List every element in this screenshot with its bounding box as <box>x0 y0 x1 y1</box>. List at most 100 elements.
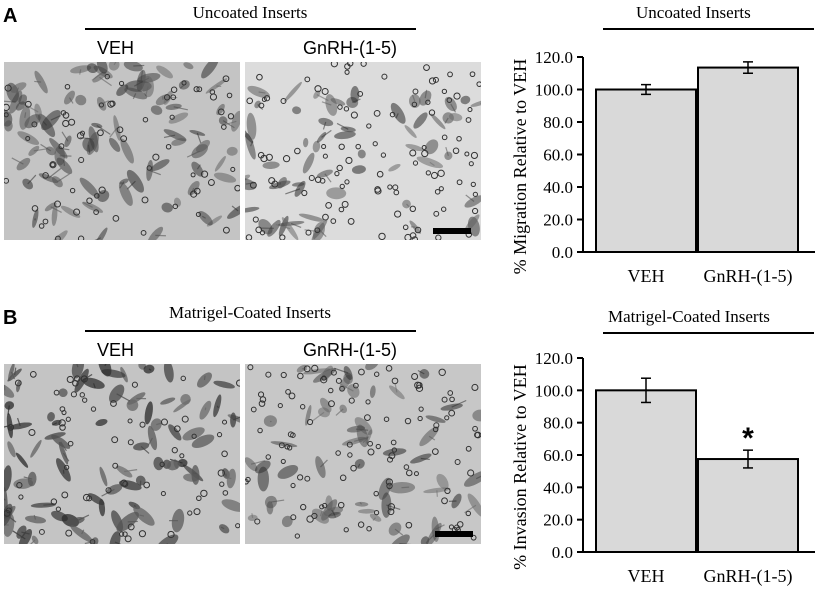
cell-body <box>325 94 338 116</box>
cell-body <box>56 458 71 482</box>
cell-body <box>266 501 274 515</box>
cell-process <box>394 528 404 536</box>
membrane-pore <box>58 419 66 427</box>
membrane-pore <box>70 391 77 398</box>
membrane-pore <box>142 116 149 123</box>
cell-body <box>82 377 105 389</box>
cell-body <box>47 412 55 422</box>
cell-body <box>177 458 188 468</box>
cell-process <box>406 203 410 207</box>
membrane-pore <box>160 491 166 497</box>
micrograph-veh-uncoated <box>4 62 240 240</box>
cell-body <box>191 434 215 448</box>
membrane-pore <box>61 491 69 499</box>
membrane-pore <box>7 423 15 431</box>
cell-body <box>298 213 325 222</box>
membrane-pore <box>308 174 315 182</box>
membrane-pore <box>50 162 56 168</box>
membrane-pore <box>193 86 200 93</box>
membrane-pore <box>31 205 39 212</box>
membrane-pore <box>433 422 440 429</box>
image-label-veh-b: VEH <box>97 340 135 360</box>
cell-process <box>132 93 137 100</box>
cell-body <box>213 394 222 418</box>
cell-body <box>133 506 155 526</box>
cell-body <box>315 456 326 479</box>
membrane-pore <box>339 183 345 190</box>
membrane-pore <box>38 223 45 229</box>
cell-process <box>196 164 201 170</box>
membrane-pore <box>112 462 119 469</box>
cell-process <box>203 375 206 381</box>
cell-process <box>319 510 323 517</box>
membrane-pore <box>18 494 24 500</box>
cell-process <box>33 148 48 152</box>
cell-body <box>245 457 258 472</box>
cell-body <box>86 63 98 74</box>
membrane-pore <box>94 193 100 199</box>
cell-body <box>147 425 158 451</box>
membrane-pore <box>335 450 341 456</box>
membrane-pore <box>261 96 267 102</box>
membrane-pore <box>280 97 287 104</box>
membrane-pore <box>314 176 322 183</box>
membrane-pore <box>330 62 338 68</box>
membrane-pore <box>247 364 254 371</box>
micrograph-background <box>245 364 481 544</box>
membrane-pore <box>209 89 216 95</box>
membrane-pore <box>350 464 357 472</box>
panel-letter-a: A <box>3 5 18 27</box>
cell-body <box>8 364 15 381</box>
membrane-pore <box>348 397 355 404</box>
cell-process <box>14 367 17 376</box>
cell-body <box>161 202 173 213</box>
membrane-pore <box>421 144 427 150</box>
cell-body <box>4 465 12 492</box>
membrane-pore <box>258 400 266 407</box>
membrane-pore <box>347 452 353 458</box>
cell-body <box>64 135 72 148</box>
membrane-pore <box>146 165 153 171</box>
membrane-pore <box>411 373 419 380</box>
membrane-pore <box>222 419 228 425</box>
membrane-pore <box>165 143 172 150</box>
membrane-pore <box>216 432 223 438</box>
cell-process <box>324 173 332 183</box>
cell-body <box>343 366 353 380</box>
micrograph-veh-uncoated-svg <box>4 62 240 240</box>
cell-body <box>277 465 299 479</box>
cell-body <box>27 471 37 487</box>
cell-process <box>93 383 96 389</box>
micrograph-veh-matrigel-svg <box>4 364 240 544</box>
membrane-pore <box>290 432 296 438</box>
image-title-a: Uncoated Inserts <box>192 3 308 22</box>
membrane-pore <box>403 464 410 470</box>
cell-body <box>150 418 162 431</box>
membrane-pore <box>389 111 396 118</box>
membrane-pore <box>187 510 193 516</box>
membrane-pore <box>252 216 259 223</box>
cell-body <box>147 226 164 240</box>
membrane-pore <box>338 143 345 150</box>
cell-process <box>140 445 150 454</box>
cell-body <box>51 434 71 449</box>
membrane-pore <box>367 440 373 447</box>
panel-letter-b: B <box>3 307 18 329</box>
membrane-pore <box>122 481 129 488</box>
cell-process <box>116 393 131 402</box>
membrane-pore <box>66 375 74 384</box>
membrane-pore <box>110 400 117 407</box>
cell-body <box>226 146 238 156</box>
membrane-pore <box>335 377 342 384</box>
cell-body <box>284 81 302 102</box>
cell-body <box>365 364 379 371</box>
cell-process <box>87 144 91 154</box>
membrane-pore <box>284 444 290 450</box>
membrane-pore <box>68 118 76 126</box>
membrane-pore <box>322 213 329 221</box>
membrane-pore <box>222 490 229 496</box>
membrane-pore <box>86 197 93 204</box>
cell-process <box>27 174 37 185</box>
membrane-pore <box>59 424 66 431</box>
